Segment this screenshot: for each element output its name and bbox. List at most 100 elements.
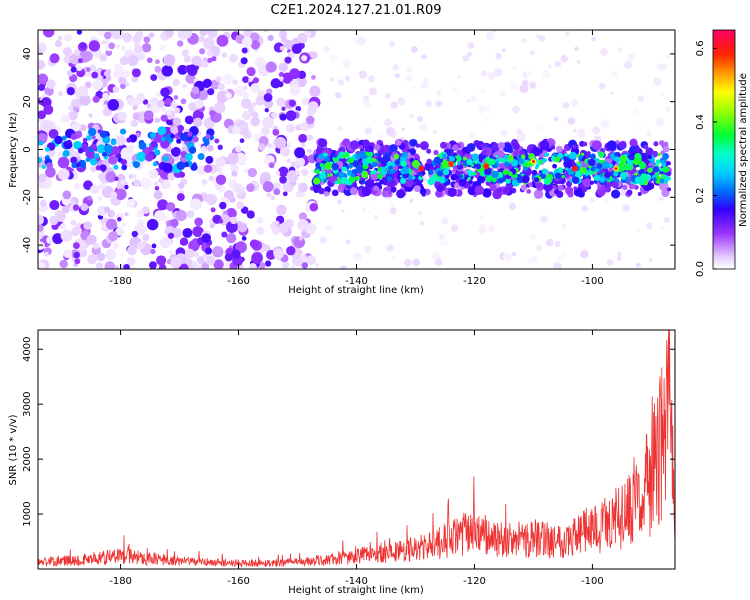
spectrogram-cell [518, 157, 525, 165]
spectrogram-cell [335, 92, 342, 99]
spectrogram-cell [554, 240, 561, 247]
spectrogram-cell [166, 202, 176, 212]
spectrogram-cell [381, 166, 387, 172]
spectrogram-cell [183, 55, 192, 63]
spectrogram-cell [179, 133, 188, 142]
spectrogram-cell [663, 179, 668, 184]
spectrogram-cell [377, 134, 384, 141]
spectrogram-cell [485, 117, 490, 122]
spectrogram-cell [89, 157, 98, 166]
spectrogram-cell [308, 101, 319, 112]
spectrogram-cell [355, 175, 361, 181]
spectrogram-cell [660, 224, 666, 230]
spectrogram-cell [667, 187, 672, 192]
spectrogram-cell [491, 170, 499, 179]
spectrogram-cell [154, 210, 166, 222]
spectrogram-cell [194, 99, 204, 109]
spectrogram-cell [632, 158, 640, 166]
spectrogram-cell [208, 175, 215, 182]
spectrogram-cell [193, 117, 203, 127]
spectrogram-cell [528, 81, 537, 89]
spectrogram-cell [170, 146, 181, 157]
colorbar-axis: 0.0 0.2 0.4 0.6 [695, 40, 717, 277]
spectrogram-cell [277, 81, 284, 88]
spectrogram-cell [386, 169, 393, 175]
spectrogram-cell [474, 185, 485, 195]
spectrogram-cell [137, 52, 146, 61]
spectrogram-cell [202, 78, 212, 88]
spectrogram-cell [434, 258, 443, 266]
colorbar-tick-label: 0.4 [695, 114, 706, 130]
spectrogram-cell [519, 171, 523, 176]
spectrogram-cell [126, 137, 132, 143]
spectrogram-cell [145, 153, 154, 162]
spectrogram-cell [337, 177, 341, 181]
spectrogram-cell [252, 77, 260, 84]
spectrogram-cell [298, 212, 308, 221]
spectrogram-cell [426, 148, 432, 154]
spectrogram-cell [283, 39, 294, 50]
spectrogram-cell [282, 191, 288, 197]
spectrogram-cell [634, 176, 642, 184]
spectrogram-cell [119, 56, 129, 66]
spectrogram-cell [131, 173, 137, 179]
spectrogram-cell [645, 147, 654, 156]
spectrogram-cell [550, 145, 556, 150]
spectrogram-cell [66, 87, 75, 96]
spectrogram-cell [97, 196, 103, 201]
spectrogram-cell [170, 218, 179, 228]
spectrogram-cell [462, 55, 469, 62]
spectrogram-cell [76, 162, 81, 168]
spectrogram-cell [523, 163, 527, 167]
spectrogram-cell [217, 167, 223, 173]
spectrogram-cell [598, 176, 606, 183]
spectrogram-cell [167, 172, 176, 181]
spectrogram-cell [193, 251, 200, 258]
spectrogram-cell [154, 117, 161, 123]
spectrogram-cell [333, 153, 338, 158]
spectrogram-cell [436, 170, 444, 177]
spectrogram-cell [591, 36, 596, 42]
spectrogram-cell [206, 50, 214, 57]
spectrogram-cell [153, 190, 163, 200]
spectrogram-cell [71, 162, 78, 169]
spectrogram-cell [522, 165, 528, 171]
spectrogram-cell [446, 155, 450, 160]
spectrogram-cell [55, 211, 66, 222]
spectrogram-cell [225, 92, 232, 99]
spectrogram-cell [516, 175, 525, 184]
spectrogram-cell [318, 172, 327, 180]
spectrogram-cell [121, 164, 128, 171]
spectrogram-cell [300, 254, 308, 262]
spectrogram-cell [553, 262, 563, 269]
spectrogram-cell [324, 155, 331, 163]
spectrogram-cell [473, 172, 477, 176]
spectrogram-cell [102, 92, 109, 100]
spectrogram-cell [249, 239, 259, 249]
spectrogram-cell [132, 34, 142, 44]
spectrogram-cell [503, 154, 509, 160]
spectrogram-cell [105, 249, 117, 261]
spectrogram-cell [90, 143, 97, 151]
spectrogram-cell [442, 153, 447, 158]
spectrogram-cell [281, 261, 290, 269]
spectrogram-cell [410, 46, 418, 53]
spectrogram-cell [440, 141, 448, 149]
spectrogram-cell [126, 257, 136, 266]
spectrogram-cell [57, 35, 63, 41]
spectrogram-cell [102, 135, 111, 144]
spectrogram-cell [225, 221, 238, 233]
spectrogram-cell [38, 73, 49, 85]
spectrogram-cell [358, 144, 364, 150]
spectrogram-cell [468, 180, 473, 184]
spectrogram-cell [309, 85, 321, 97]
spectrogram-cell [368, 210, 372, 215]
spectrogram-cell [201, 233, 211, 243]
spectrogram-cell [281, 106, 286, 111]
spectrogram-cell [638, 126, 642, 130]
spectrogram-cell [221, 231, 228, 238]
spectrogram-cell [192, 226, 204, 237]
spectrogram-cell [203, 164, 213, 173]
spectrogram-cell [556, 145, 563, 153]
spectrogram-cell [648, 258, 653, 263]
